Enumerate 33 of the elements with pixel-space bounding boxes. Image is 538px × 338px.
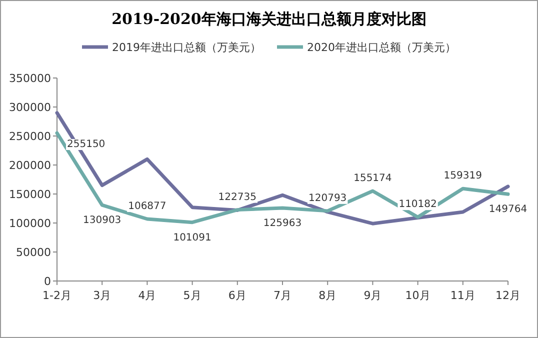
x-tick-label: 10月 — [405, 289, 430, 302]
x-tick-label: 3月 — [93, 289, 112, 302]
data-label: 159319 — [444, 170, 482, 182]
x-tick-label: 12月 — [496, 289, 520, 302]
data-label: 155174 — [354, 173, 392, 184]
y-tick-label: 150000 — [9, 188, 51, 201]
data-label: 101091 — [173, 232, 212, 244]
data-label: 106877 — [128, 201, 166, 212]
data-label: 255150 — [67, 139, 106, 150]
data-label: 125963 — [263, 218, 302, 229]
x-tick-label: 4月 — [138, 289, 156, 302]
legend-label: 2019年进出口总额（万美元） — [112, 41, 261, 54]
y-tick-label: 0 — [44, 275, 51, 288]
x-tick-label: 11月 — [450, 289, 476, 302]
x-tick-label: 5月 — [183, 289, 202, 302]
y-tick-label: 100000 — [9, 217, 51, 230]
data-label: 149764 — [488, 204, 528, 216]
data-label: 120793 — [308, 192, 347, 204]
data-label: 122735 — [218, 192, 256, 203]
data-label: 130903 — [83, 215, 122, 226]
y-tick-label: 50000 — [16, 246, 51, 259]
legend-label: 2020年进出口总额（万美元） — [307, 41, 456, 54]
x-tick-label: 1-2月 — [42, 289, 72, 302]
data-label: 110182 — [398, 199, 437, 210]
x-tick-label: 8月 — [318, 289, 337, 302]
x-tick-label: 7月 — [274, 289, 292, 302]
y-tick-label: 300000 — [9, 101, 51, 114]
chart-title: 2019-2020年海口海关进出口总额月度对比图 — [112, 10, 426, 28]
y-tick-label: 200000 — [9, 159, 51, 172]
y-tick-label: 350000 — [9, 72, 51, 85]
y-tick-label: 250000 — [9, 130, 51, 143]
x-tick-label: 6月 — [228, 289, 246, 302]
x-tick-label: 9月 — [364, 289, 382, 302]
